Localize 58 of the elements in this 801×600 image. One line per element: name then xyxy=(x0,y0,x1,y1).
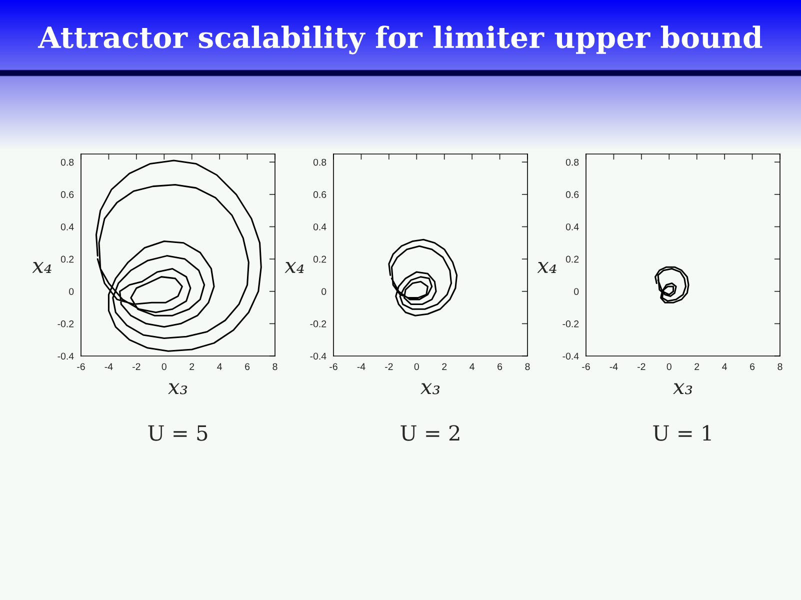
line-series xyxy=(654,266,690,304)
y-tick-label: 0 xyxy=(322,288,326,295)
y-axis-title: x₄ xyxy=(32,262,52,273)
y-tick-label: -0.4 xyxy=(58,352,74,360)
y-tick-label: -0.4 xyxy=(310,352,326,360)
y-tick-label: 0.2 xyxy=(313,256,326,263)
x-tick-label: -2 xyxy=(385,363,393,370)
y-tick-label: -0.4 xyxy=(562,352,579,360)
y-tick-label: 0.6 xyxy=(313,191,326,198)
text: U = 2 xyxy=(400,425,460,441)
x-axis-title: x₃ xyxy=(420,383,440,394)
x-tick-label: 2 xyxy=(694,363,700,370)
x-tick-label: -6 xyxy=(330,363,338,370)
x-tick-label: -2 xyxy=(132,363,140,370)
x-tick-label: 8 xyxy=(272,363,278,370)
x-tick-label: -4 xyxy=(610,363,618,370)
y-axis-title: x₄ xyxy=(537,262,556,273)
y-tick-label: -0.2 xyxy=(562,320,579,328)
x-tick-label: 2 xyxy=(190,363,194,370)
x-tick-label: 8 xyxy=(778,363,782,370)
x-tick-label: 0 xyxy=(666,363,672,370)
line-series xyxy=(95,160,262,352)
x-tick-label: 4 xyxy=(470,363,474,370)
x-tick-label: 6 xyxy=(245,363,250,370)
x-tick-label: 4 xyxy=(217,363,222,370)
y-tick-label: 0.2 xyxy=(566,256,579,263)
y-tick-label: 0.2 xyxy=(60,256,74,263)
x-tick-label: 6 xyxy=(750,363,755,370)
y-axis-title: x₄ xyxy=(284,262,304,273)
y-tick-label: 0.4 xyxy=(566,223,579,230)
x-tick-label: 0 xyxy=(162,363,166,370)
x-tick-label: 8 xyxy=(525,363,530,370)
x-tick-label: 2 xyxy=(442,363,447,370)
y-tick-label: 0.6 xyxy=(60,191,74,198)
line-series xyxy=(388,238,458,316)
x-tick-label: -6 xyxy=(77,363,85,370)
x-tick-label: -2 xyxy=(638,363,646,370)
y-tick-label: 0.6 xyxy=(566,191,579,198)
y-tick-label: -0.2 xyxy=(310,320,326,328)
y-tick-label: -0.2 xyxy=(58,320,74,328)
x-tick-label: 6 xyxy=(498,363,502,370)
text: U = 5 xyxy=(148,425,208,441)
x-tick-label: 0 xyxy=(414,363,419,370)
x-axis-title: x₃ xyxy=(168,383,188,394)
x-tick-label: -4 xyxy=(357,363,366,370)
y-tick-label: 0 xyxy=(69,288,74,295)
y-tick-label: 0.8 xyxy=(566,158,579,166)
y-tick-label: 0.4 xyxy=(60,223,74,230)
y-tick-label: 0.4 xyxy=(313,223,326,230)
y-tick-label: 0.8 xyxy=(313,158,326,166)
x-tick-label: -4 xyxy=(104,363,113,370)
y-tick-label: 0 xyxy=(574,288,579,295)
x-axis-title: x₃ xyxy=(673,383,692,394)
x-tick-label: -6 xyxy=(582,363,590,370)
y-tick-label: 0.8 xyxy=(60,158,74,166)
text: Attractor scalability for limiter upper bound xyxy=(38,26,762,54)
x-tick-label: 4 xyxy=(722,363,727,370)
text: U = 1 xyxy=(653,425,711,441)
